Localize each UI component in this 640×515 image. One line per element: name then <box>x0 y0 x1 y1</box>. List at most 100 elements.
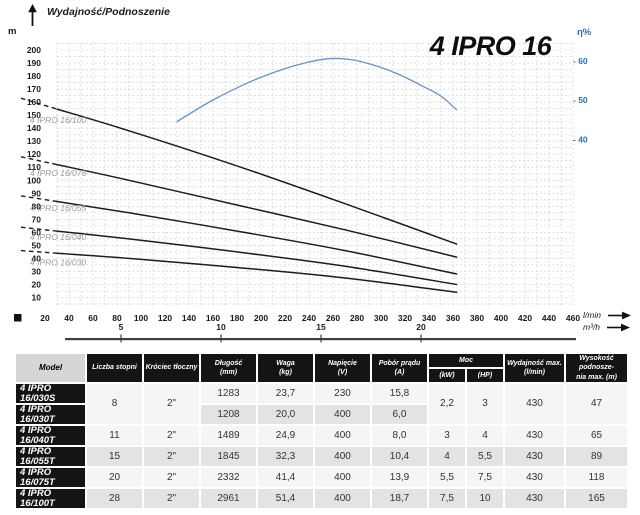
head-curve-4-ipro-16-030 <box>56 252 458 294</box>
chart-axis-header: Wydajność/Podnoszenie <box>27 4 170 26</box>
y-tick: 180 <box>27 71 41 81</box>
cell-voltage: 400 <box>313 424 372 448</box>
cell-stages: 20 <box>85 466 144 490</box>
cell-hp: 5,5 <box>465 445 505 469</box>
col-header-hmax: Wysokość podnosze- nia max. (m) <box>564 351 629 385</box>
cell-weight: 51,4 <box>256 487 315 511</box>
efficiency-curve <box>176 57 458 123</box>
cell-outlet: 2" <box>142 466 201 490</box>
x-tick: 260 <box>326 313 340 323</box>
grid-horizontal <box>57 43 573 305</box>
eta-tick: - 60 <box>573 56 588 66</box>
right-arrow-icon <box>607 311 631 319</box>
y-tick: 50 <box>32 240 42 250</box>
col-header-weight: Waga (kg) <box>256 351 315 385</box>
cell-voltage: 400 <box>313 466 372 490</box>
y-tick: 60 <box>32 227 42 237</box>
head-curve-4-ipro-16-055 <box>56 200 458 275</box>
y-tick: 110 <box>27 162 41 172</box>
x-tick: 120 <box>158 313 172 323</box>
eta-axis-label: η% <box>577 27 592 38</box>
cell-weight: 23,7 <box>256 382 315 406</box>
head-curve-lead-4-ipro-16-055 <box>20 195 58 203</box>
cell-weight: 41,4 <box>256 466 315 490</box>
col-header-length: Długość (mm) <box>199 351 258 385</box>
y-axis-unit: m <box>8 26 17 37</box>
cell-outlet: 2" <box>142 487 201 511</box>
x-tick: 300 <box>374 313 388 323</box>
cell-kw: 3 <box>427 424 467 448</box>
col-header-kw: (kW) <box>427 367 467 385</box>
chart-canvas: 1020304050607080901001101201301401501601… <box>14 43 588 343</box>
cell-qmax: 430 <box>503 466 566 490</box>
x-axis-unit-m3h: m³/h <box>583 322 631 332</box>
col-header-stages: Liczba stopni <box>85 351 144 385</box>
x-tick: 100 <box>134 313 148 323</box>
cell-stages: 11 <box>85 424 144 448</box>
x-axis-unit-lmin: l/min <box>583 310 632 320</box>
cell-hmax: 89 <box>564 445 629 469</box>
spec-table-section: Model Liczba stopni Króciec tłoczny Długość… <box>14 351 629 511</box>
cell-outlet: 2" <box>142 382 201 427</box>
head-curve-4-ipro-16-100 <box>56 108 458 245</box>
cell-current: 10,4 <box>370 445 429 469</box>
curve-label: 4 IPRO 16/055 <box>30 203 87 213</box>
x-tick: 220 <box>278 313 292 323</box>
x-tick: 20 <box>40 313 50 323</box>
chart-title: 4 IPRO 16 <box>429 31 552 61</box>
right-arrow-icon <box>607 323 630 331</box>
model-cell: 4 IPRO 16/055T <box>14 445 87 469</box>
cell-voltage: 400 <box>313 403 372 427</box>
x-tick: 180 <box>230 313 244 323</box>
model-cell: 4 IPRO 16/100T <box>14 487 87 511</box>
head-curve-lead-4-ipro-16-100 <box>20 97 58 110</box>
table-row: 4 IPRO 16/075T 20 2" 2332 41,4 400 13,9 5,5 7,5 4… <box>14 466 629 490</box>
col-header-voltage: Napięcie (V) <box>313 351 372 385</box>
head-curve-4-ipro-16-040 <box>56 230 458 286</box>
cell-qmax: 430 <box>503 424 566 448</box>
y-tick: 30 <box>32 266 42 276</box>
cell-current: 6,0 <box>370 403 429 427</box>
table-row: 4 IPRO 16/030T 1208 20,0 400 6,0 <box>14 403 628 427</box>
table-row: 4 IPRO 16/030S 8 2" 1283 23,7 230 15,8 2,2 3 430 4… <box>14 382 629 427</box>
cell-hmax: 65 <box>564 424 629 448</box>
y-tick: 130 <box>27 136 41 146</box>
cell-current: 18,7 <box>370 487 429 511</box>
grid-vertical <box>56 43 574 308</box>
table-row: 4 IPRO 16/100T 28 2" 2961 51,4 400 18,7 7,5 10 43… <box>14 487 629 511</box>
spec-table: Model Liczba stopni Króciec tłoczny Długość… <box>14 351 629 511</box>
cell-voltage: 400 <box>313 445 372 469</box>
x-tick: 80 <box>112 313 122 323</box>
table-row: 4 IPRO 16/055T 15 2" 1845 32,3 400 10,4 4 5,5 430… <box>14 445 629 469</box>
y-tick: 160 <box>27 97 41 107</box>
cell-kw: 5,5 <box>427 466 467 490</box>
model-cell: 4 IPRO 16/030S <box>14 382 87 406</box>
cell-kw: 2,2 <box>427 382 467 427</box>
y-tick: 80 <box>32 201 42 211</box>
cell-length: 1283 <box>199 382 258 406</box>
x-tick: 400 <box>494 313 508 323</box>
model-cell: 4 IPRO 16/040T <box>14 424 87 448</box>
x2-tick: 10 <box>216 322 226 332</box>
cell-weight: 32,3 <box>256 445 315 469</box>
model-cell: 4 IPRO 16/030T <box>14 403 87 427</box>
head-curve-lead-4-ipro-16-030 <box>20 249 58 254</box>
cell-current: 13,9 <box>370 466 429 490</box>
cell-hp: 4 <box>465 424 505 448</box>
curve-label: 4 IPRO 16/030 <box>30 258 87 268</box>
eta-tick: - 40 <box>573 134 588 144</box>
head-curve-lead-4-ipro-16-075 <box>20 156 58 166</box>
cell-weight: 24,9 <box>256 424 315 448</box>
col-header-power: Moc <box>427 351 505 370</box>
eta-tick: - 50 <box>573 95 588 105</box>
col-header-qmax: Wydajność max. (l/min) <box>503 351 566 385</box>
cell-length: 1208 <box>199 403 258 427</box>
cell-qmax: 430 <box>503 382 566 427</box>
x-tick: 240 <box>302 313 316 323</box>
col-header-outlet: Króciec tłoczny <box>142 351 201 385</box>
y-tick: 120 <box>27 149 41 159</box>
cell-length: 2961 <box>199 487 258 511</box>
x-tick: 420 <box>518 313 532 323</box>
cell-length: 1489 <box>199 424 258 448</box>
cell-weight: 20,0 <box>256 403 315 427</box>
